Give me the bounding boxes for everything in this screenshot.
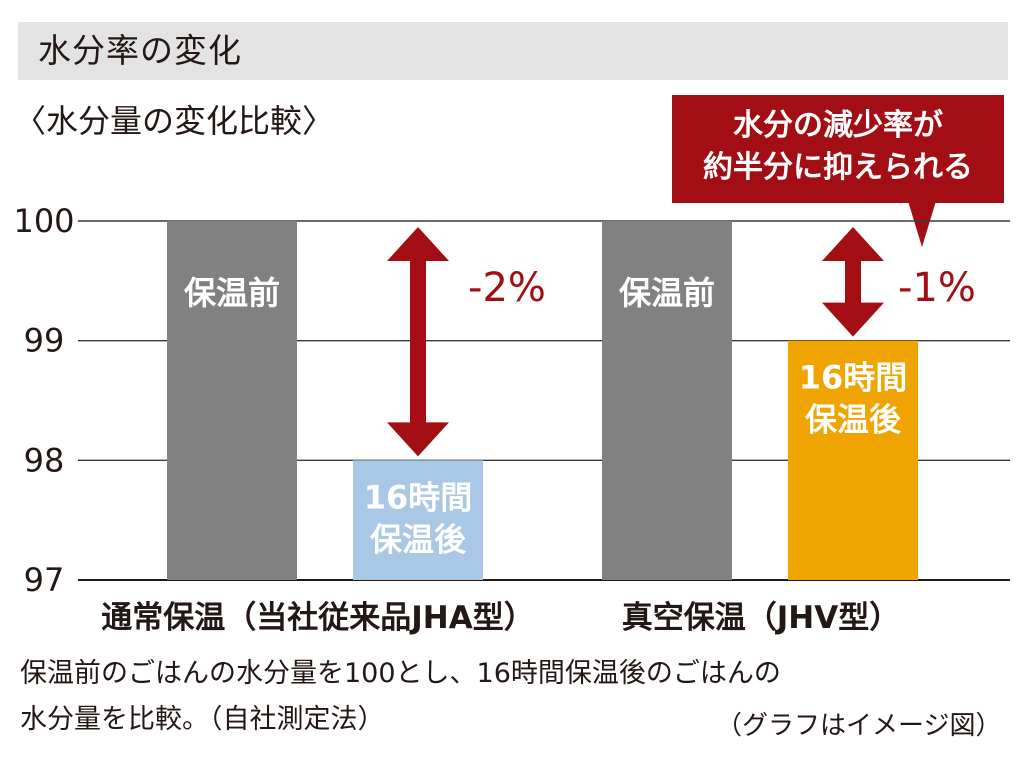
group-label: 真空保温（JHV型） <box>622 600 900 636</box>
footnote-line-1: 保温前のごはんの水分量を100とし、16時間保温後のごはんの <box>20 658 781 689</box>
change-label: -2% <box>468 265 546 311</box>
chart-subtitle: 〈水分量の変化比較〉 <box>14 102 335 140</box>
callout-line-1: 水分の減少率が <box>733 108 943 143</box>
bar-label: 保温後 <box>370 520 467 558</box>
group-label: 通常保温（当社従来品JHA型） <box>101 600 534 636</box>
bar-before <box>167 221 297 580</box>
y-tick-label: 99 <box>24 322 65 360</box>
bar-label: 保温前 <box>619 274 715 312</box>
image-note: （グラフはイメージ図） <box>716 711 1002 741</box>
bar-label: 保温後 <box>805 401 902 439</box>
callout-box: 水分の減少率が 約半分に抑えられる <box>672 95 1004 203</box>
y-tick-label: 98 <box>24 441 65 479</box>
footnote-line-2: 水分量を比較。（自社測定法） <box>20 704 385 735</box>
bar-label: 16時間 <box>799 359 908 397</box>
bar-label: 保温前 <box>184 274 280 312</box>
header-bar <box>18 22 1008 80</box>
callout-line-2: 約半分に抑えられる <box>703 150 973 185</box>
bar-before <box>602 221 732 580</box>
change-arrow <box>387 227 449 457</box>
change-label: -1% <box>898 265 976 311</box>
y-tick-label: 97 <box>24 561 65 599</box>
y-tick-label: 100 <box>13 202 74 240</box>
header-title: 水分率の変化 <box>38 31 242 70</box>
change-arrow <box>822 227 884 337</box>
callout-pointer <box>908 201 936 247</box>
bar-after <box>353 460 483 580</box>
bar-after <box>788 340 918 580</box>
bar-label: 16時間 <box>364 478 473 516</box>
